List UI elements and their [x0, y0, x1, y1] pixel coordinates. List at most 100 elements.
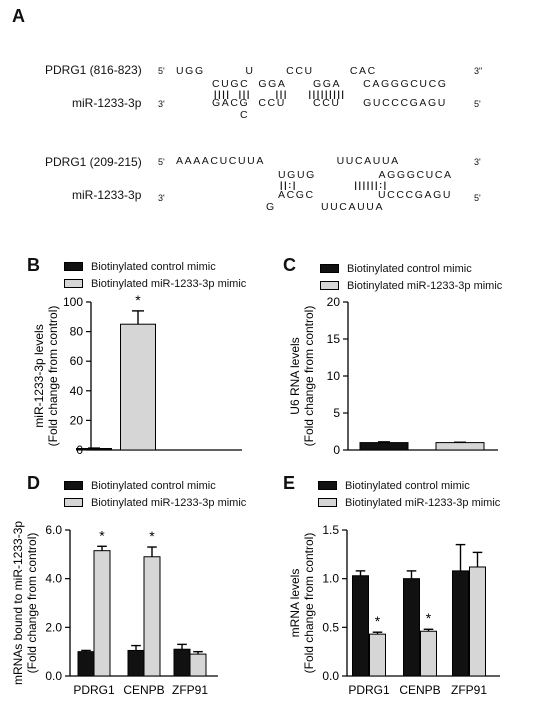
- three-prime-label: 3": [474, 66, 483, 76]
- legend-item-control: Biotinylated control mimic: [64, 477, 246, 494]
- five-prime-label: 5': [474, 99, 481, 109]
- y-tick-label: 60: [70, 354, 84, 368]
- legend-item-mimic: Biotinylated miR-1233-3p mimic: [64, 494, 246, 511]
- target-loop-sequence: AAAACUCUUA UUCAUUA: [176, 155, 400, 167]
- significance-marker: *: [135, 292, 141, 308]
- legend-swatch-mimic: [64, 279, 83, 288]
- target-paired-sequence: UGUG AGGGCUCA: [278, 169, 453, 181]
- five-prime-label: 5': [158, 66, 165, 76]
- y-tick-label: 2.0: [45, 620, 62, 634]
- panel-label-b: B: [27, 255, 40, 275]
- legend-swatch-control: [64, 481, 83, 490]
- legend-item-control: Biotinylated control mimic: [320, 260, 502, 277]
- bar-control: [359, 442, 409, 451]
- target-label: PDRG1 (816-823): [45, 63, 142, 77]
- y-axis-label: (Fold change from control): [302, 533, 316, 674]
- bar-control: [77, 651, 95, 677]
- panel-label-e: E: [283, 473, 296, 493]
- bar-mimic: [120, 323, 156, 451]
- panel-label-c: C: [283, 255, 296, 275]
- x-tick-label: PDRG1: [348, 683, 390, 697]
- legend-item-control: Biotinylated control mimic: [64, 258, 246, 275]
- y-tick-label: 20: [70, 413, 84, 427]
- y-tick-label: 100: [63, 295, 83, 309]
- mirna-loop-sequence: C: [240, 109, 250, 121]
- legend-swatch-mimic: [318, 498, 337, 507]
- mirna-paired-sequence: GACG CCU CCU GUCCCGAGU: [212, 97, 447, 109]
- y-tick-label: 10: [327, 369, 341, 383]
- y-tick-label: 1.0: [322, 572, 339, 586]
- significance-marker: *: [99, 527, 105, 543]
- legend-label-mimic: Biotinylated miR-1233-3p mimic: [91, 277, 247, 290]
- bar-control: [127, 649, 145, 677]
- y-axis-label: (Fold change from control): [302, 306, 316, 447]
- mirna-label: miR-1233-3p: [72, 96, 142, 110]
- y-tick-label: 0.0: [45, 669, 62, 683]
- significance-marker: *: [426, 610, 432, 626]
- bar-mimic: [189, 653, 207, 677]
- y-tick-label: 20: [327, 295, 341, 309]
- legend-label-control: Biotinylated control mimic: [347, 262, 472, 275]
- mirna-label: miR-1233-3p: [72, 188, 142, 202]
- mirna-paired-sequence: ACGC UCCCGAGU: [278, 189, 453, 201]
- legend-b: Biotinylated control mimic Biotinylated …: [64, 258, 246, 292]
- y-tick-label: 4.0: [45, 572, 62, 586]
- y-tick-label: 1.5: [322, 523, 339, 537]
- y-tick-label: 0.5: [322, 620, 339, 634]
- three-prime-label: 3': [158, 99, 165, 109]
- legend-swatch-control: [320, 264, 339, 273]
- x-tick-label: PDRG1: [73, 683, 115, 697]
- legend-d: Biotinylated control mimic Biotinylated …: [64, 477, 246, 511]
- legend-label-mimic: Biotinylated miR-1233-3p mimic: [347, 279, 503, 292]
- legend-item-mimic: Biotinylated miR-1233-3p mimic: [318, 494, 500, 511]
- y-tick-label: 0: [333, 443, 340, 457]
- x-tick-label: CENPB: [399, 683, 440, 697]
- legend-swatch-control: [318, 481, 337, 490]
- target-paired-sequence: CUGC GGA GGA CAGGGCUCG: [212, 78, 448, 90]
- y-axis-label: (Fold change from control): [46, 306, 60, 447]
- x-tick-label: ZFP91: [451, 683, 487, 697]
- y-tick-label: 5: [333, 406, 340, 420]
- bar-mimic: [420, 630, 437, 677]
- significance-marker: *: [375, 613, 381, 629]
- legend-label-mimic: Biotinylated miR-1233-3p mimic: [345, 496, 501, 509]
- significance-marker: *: [149, 528, 155, 544]
- panel-label-a: A: [12, 6, 25, 26]
- legend-item-mimic: Biotinylated miR-1233-3p mimic: [320, 277, 502, 294]
- base-pair-marks: |||| ||| ||| |||||||||: [214, 89, 346, 99]
- y-tick-label: 0.0: [322, 669, 339, 683]
- y-axis-label: mRNAs bound to miR-1233-3p: [11, 521, 25, 685]
- legend-label-control: Biotinylated control mimic: [345, 479, 470, 492]
- legend-label-control: Biotinylated control mimic: [91, 479, 216, 492]
- y-axis-label: (Fold change from control): [25, 533, 39, 674]
- bar-mimic: [93, 550, 111, 677]
- legend-swatch-mimic: [320, 281, 339, 290]
- target-label: PDRG1 (209-215): [45, 155, 142, 169]
- x-tick-label: CENPB: [123, 683, 164, 697]
- bar-control: [173, 648, 191, 677]
- y-axis-label: miR-1233-3p levels: [32, 324, 46, 427]
- legend-swatch-mimic: [64, 498, 83, 507]
- five-prime-label: 5': [474, 193, 481, 203]
- legend-label-control: Biotinylated control mimic: [91, 260, 216, 273]
- bar-mimic: [143, 556, 161, 677]
- legend-label-mimic: Biotinylated miR-1233-3p mimic: [91, 496, 247, 509]
- target-loop-sequence: UGG U CCU CAC: [176, 65, 377, 77]
- legend-c: Biotinylated control mimic Biotinylated …: [320, 260, 502, 294]
- legend-item-control: Biotinylated control mimic: [318, 477, 500, 494]
- x-tick-label: ZFP91: [172, 683, 208, 697]
- y-tick-label: 80: [70, 325, 84, 339]
- legend-e: Biotinylated control mimic Biotinylated …: [318, 477, 500, 511]
- y-axis-label: U6 RNA levels: [288, 337, 302, 414]
- bar-mimic: [469, 566, 486, 677]
- bar-mimic: [435, 442, 485, 451]
- legend-swatch-control: [64, 262, 83, 271]
- panel-label-d: D: [27, 473, 40, 493]
- three-prime-label: 3': [158, 193, 165, 203]
- three-prime-label: 3': [474, 157, 481, 167]
- legend-item-mimic: Biotinylated miR-1233-3p mimic: [64, 275, 246, 292]
- bar-control: [403, 578, 420, 677]
- five-prime-label: 5': [158, 157, 165, 167]
- bar-control: [352, 575, 369, 677]
